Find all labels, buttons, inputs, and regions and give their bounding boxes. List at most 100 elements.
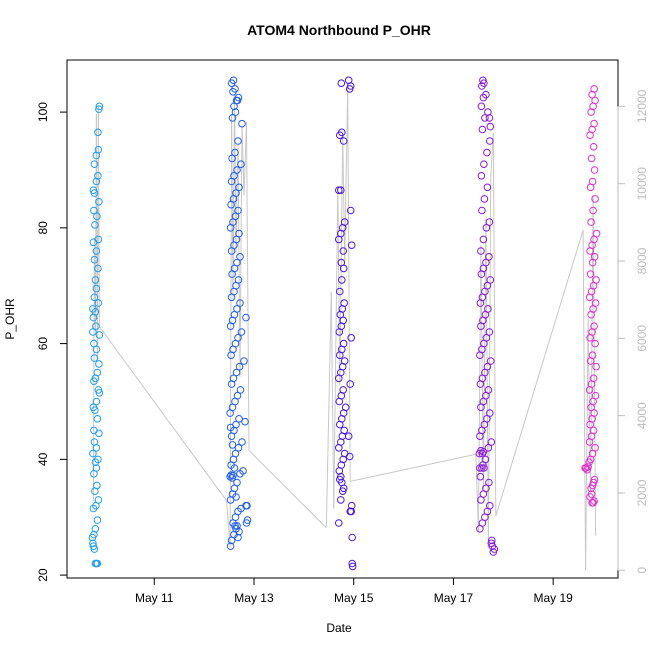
line-segment [482, 218, 487, 490]
data-point [228, 441, 237, 449]
data-point [590, 322, 598, 331]
data-point [92, 322, 100, 331]
data-point [233, 166, 241, 174]
x-tick-label: May 19 [533, 591, 573, 605]
data-point [589, 426, 598, 435]
data-point [590, 252, 599, 261]
data-point [95, 198, 103, 206]
data-point [478, 125, 487, 134]
data-point [340, 218, 349, 226]
data-point [95, 429, 103, 438]
line-segment [229, 114, 233, 548]
data-point [238, 119, 246, 128]
data-point [590, 85, 598, 93]
y2-tick-label: 0 [635, 567, 649, 574]
data-point [239, 467, 247, 475]
data-point [484, 386, 493, 394]
data-point [587, 154, 596, 163]
data-point [483, 148, 491, 157]
data-point [89, 186, 98, 194]
data-point [486, 122, 495, 131]
line-segment [333, 187, 339, 509]
data-point [485, 252, 493, 261]
data-point [482, 334, 491, 342]
data-point [482, 484, 490, 493]
data-point [348, 533, 357, 542]
data-point [588, 351, 597, 360]
data-point [235, 362, 244, 371]
data-point [241, 417, 249, 426]
data-point [486, 501, 494, 510]
data-point [93, 559, 102, 568]
data-point [479, 448, 488, 456]
data-point [93, 212, 101, 221]
data-point [347, 334, 356, 342]
data-point [592, 276, 600, 284]
points-layer [88, 76, 601, 571]
line-segment [241, 125, 245, 196]
data-point [338, 276, 346, 284]
data-point [479, 76, 487, 85]
x-tick-label: May 11 [135, 591, 174, 605]
series-5 [581, 85, 601, 507]
line-segment [234, 94, 237, 254]
data-point [91, 221, 99, 229]
data-point [589, 374, 598, 383]
data-point [229, 374, 238, 383]
data-point [233, 258, 241, 267]
data-point [94, 145, 103, 154]
data-point [348, 562, 357, 571]
data-point [483, 183, 492, 192]
data-point [341, 403, 350, 412]
data-point [480, 160, 488, 168]
series-4 [475, 76, 499, 556]
data-point [90, 160, 99, 168]
y2-tick-label: 8000 [635, 247, 649, 274]
data-point [589, 206, 597, 215]
data-point [486, 409, 494, 417]
line-segment [487, 175, 492, 548]
data-point [589, 143, 598, 151]
data-point [234, 444, 243, 452]
data-point [347, 501, 356, 510]
data-point [92, 177, 101, 186]
data-point [231, 85, 239, 93]
data-point [231, 148, 239, 157]
line-segment [477, 245, 482, 532]
line-segment [495, 229, 584, 517]
series-1 [88, 102, 104, 568]
data-point [340, 299, 349, 307]
data-point [235, 415, 243, 423]
data-point [94, 235, 103, 244]
line-segment [243, 121, 247, 196]
data-point [90, 206, 98, 215]
data-point [90, 354, 99, 362]
data-point [478, 206, 486, 215]
data-point [347, 241, 356, 249]
data-point [229, 76, 238, 85]
data-point [89, 539, 97, 548]
data-point [229, 471, 237, 480]
data-point [339, 484, 348, 493]
data-point [234, 137, 242, 145]
data-point [481, 114, 489, 122]
data-point [90, 426, 98, 435]
data-point [337, 186, 345, 194]
data-point [480, 195, 489, 203]
data-point [588, 177, 597, 186]
data-point [90, 339, 98, 348]
data-point [592, 362, 600, 371]
data-point [490, 545, 499, 553]
data-point [344, 432, 353, 441]
data-point [590, 475, 599, 484]
x-tick-label: May 13 [234, 591, 274, 605]
data-point [591, 444, 599, 452]
data-point [479, 235, 488, 244]
data-point [488, 536, 496, 545]
data-point [90, 530, 98, 539]
line-segment [248, 450, 327, 529]
data-point [228, 154, 236, 163]
data-point [90, 293, 99, 302]
data-point [486, 276, 495, 284]
line-segment [582, 230, 587, 571]
